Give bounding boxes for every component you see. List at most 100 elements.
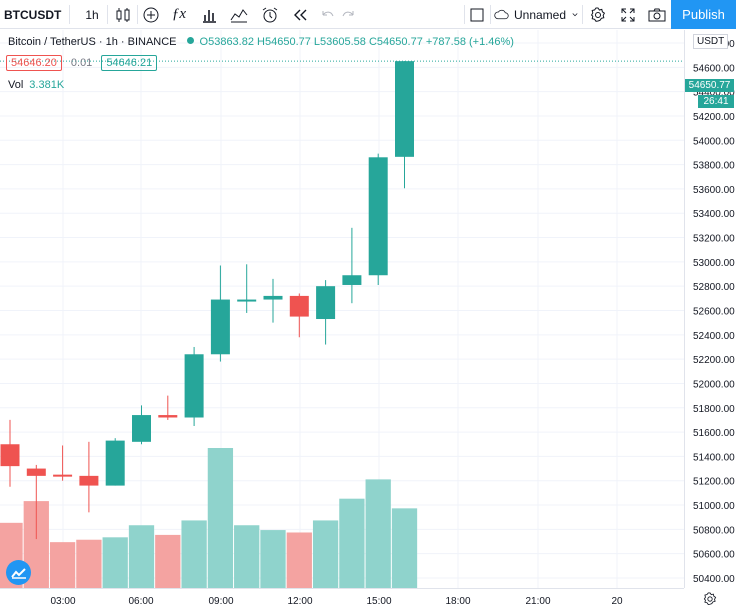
price-tick-label: 51600.00 — [693, 428, 735, 439]
candle-body — [105, 440, 125, 486]
volume-bar — [102, 537, 128, 588]
ask-price[interactable]: 54646.21 — [101, 55, 158, 71]
checkbox-icon[interactable] — [466, 0, 488, 29]
price-chart[interactable] — [0, 30, 684, 588]
volume-bar — [312, 520, 339, 588]
price-tick-label: 54400.00 — [693, 88, 735, 99]
separator — [107, 5, 108, 24]
close-value: C54650.77 — [368, 36, 423, 48]
candle-body — [342, 275, 362, 285]
price-tick-label: 53800.00 — [693, 161, 735, 172]
time-tick-label: 20 — [611, 596, 623, 607]
time-tick-label: 18:00 — [445, 596, 470, 607]
ohlc-values: O53863.82 H54650.77 L53605.58 C54650.77 … — [200, 36, 514, 48]
volume-bar — [260, 530, 286, 588]
compare-icon[interactable] — [226, 0, 252, 29]
bar-countdown-label: 26:41 — [698, 95, 734, 108]
price-tick-label: 54200.00 — [693, 112, 735, 123]
price-tick-label: 51800.00 — [693, 404, 735, 415]
bid-price[interactable]: 54646.20 — [6, 55, 62, 71]
candle-body — [158, 415, 178, 418]
separator — [137, 5, 138, 24]
price-tick-label: 50800.00 — [693, 525, 735, 536]
candle-body — [368, 157, 388, 276]
add-indicator-icon[interactable] — [138, 0, 164, 29]
symbol-legend[interactable]: Bitcoin / TetherUS · 1h · BINANCE O53863.… — [8, 36, 514, 48]
open-value: O53863.82 — [199, 36, 254, 48]
volume-bar — [76, 539, 102, 588]
time-tick-label: 06:00 — [128, 596, 153, 607]
price-tick-label: 50600.00 — [693, 550, 735, 561]
publish-button[interactable]: Publish — [671, 0, 736, 29]
candle-body — [79, 475, 99, 486]
low-value: L53605.58 — [313, 36, 366, 48]
candle-body — [53, 474, 73, 477]
layout-name-label: Unnamed — [513, 7, 567, 22]
volume-bar — [365, 479, 391, 588]
price-tick-label: 53600.00 — [693, 185, 735, 196]
candle-body — [263, 295, 283, 300]
cloud-icon — [494, 9, 509, 19]
price-axis[interactable]: 50400.00 50600.00 50800.00 51000.00 51200.00… — [684, 30, 736, 588]
time-tick-label: 03:00 — [50, 596, 75, 607]
high-value: H54650.77 — [257, 36, 311, 48]
camera-icon[interactable] — [645, 0, 669, 29]
currency-label[interactable]: USDT — [693, 34, 729, 49]
alert-icon[interactable] — [257, 0, 283, 29]
candle-body — [0, 444, 20, 467]
price-tick-label: 51200.00 — [693, 477, 735, 488]
symbol-search-button[interactable]: BTCUSDT — [4, 7, 62, 22]
time-tick-label: 09:00 — [208, 596, 233, 607]
volume-bar — [128, 525, 155, 588]
price-tick-label: 52600.00 — [693, 307, 735, 318]
chevron-down-icon — [572, 12, 578, 16]
tradingview-logo-icon[interactable] — [6, 560, 31, 585]
price-tick-label: 52000.00 — [693, 379, 735, 390]
volume-bar — [286, 532, 312, 588]
bid-ask-panel: 54646.20 0.01 54646.21 — [6, 55, 158, 71]
price-tick-label: 50400.00 — [693, 574, 735, 585]
price-tick-label: 53200.00 — [693, 234, 735, 245]
price-tick-label: 52800.00 — [693, 282, 735, 293]
symbol-title: Bitcoin / TetherUS · 1h · BINANCE — [8, 36, 177, 48]
candle-body — [132, 415, 151, 442]
candle-body — [395, 61, 414, 157]
time-tick-label: 12:00 — [287, 596, 312, 607]
volume-bar — [207, 448, 234, 588]
price-tick-label: 52200.00 — [693, 355, 735, 366]
time-tick-label: 21:00 — [525, 596, 550, 607]
candle-body — [237, 299, 257, 302]
settings-icon[interactable] — [684, 589, 736, 609]
interval-button[interactable]: 1h — [85, 7, 99, 22]
volume-value: 3.381K — [29, 79, 65, 91]
layout-name-button[interactable]: Unnamed — [494, 0, 578, 29]
volume-bar — [181, 520, 207, 588]
candle-body — [184, 354, 204, 418]
time-axis[interactable]: 03:00 06:00 09:00 12:00 15:00 18:00 21:00 20 — [0, 588, 684, 610]
undo-icon[interactable] — [316, 0, 338, 29]
separator — [582, 5, 583, 24]
candles-icon[interactable] — [110, 0, 136, 29]
bar-chart-icon[interactable] — [196, 0, 222, 29]
price-tick-label: 53400.00 — [693, 209, 735, 220]
fx-icon[interactable]: ƒx — [171, 6, 187, 22]
candle-body — [316, 286, 336, 320]
price-tick-label: 54600.00 — [693, 63, 735, 74]
fullscreen-icon[interactable] — [616, 0, 640, 29]
volume-legend[interactable]: Vol 3.381K — [8, 79, 64, 91]
price-tick-label: 54000.00 — [693, 136, 735, 147]
redo-icon[interactable] — [338, 0, 360, 29]
replay-icon[interactable] — [287, 0, 313, 29]
settings-icon[interactable] — [586, 0, 610, 29]
time-tick-label: 15:00 — [366, 596, 391, 607]
top-toolbar: BTCUSDT 1h ƒx Unnamed Pu — [0, 0, 736, 29]
spread-value: 0.01 — [70, 57, 93, 69]
separator — [464, 5, 465, 24]
separator — [490, 5, 491, 24]
price-tick-label: 53000.00 — [693, 258, 735, 269]
price-tick-label: 51400.00 — [693, 452, 735, 463]
separator — [69, 5, 70, 24]
change-value: +787.58 (+1.46%) — [425, 36, 514, 48]
market-status-icon — [186, 37, 194, 44]
candle-body — [210, 299, 230, 355]
